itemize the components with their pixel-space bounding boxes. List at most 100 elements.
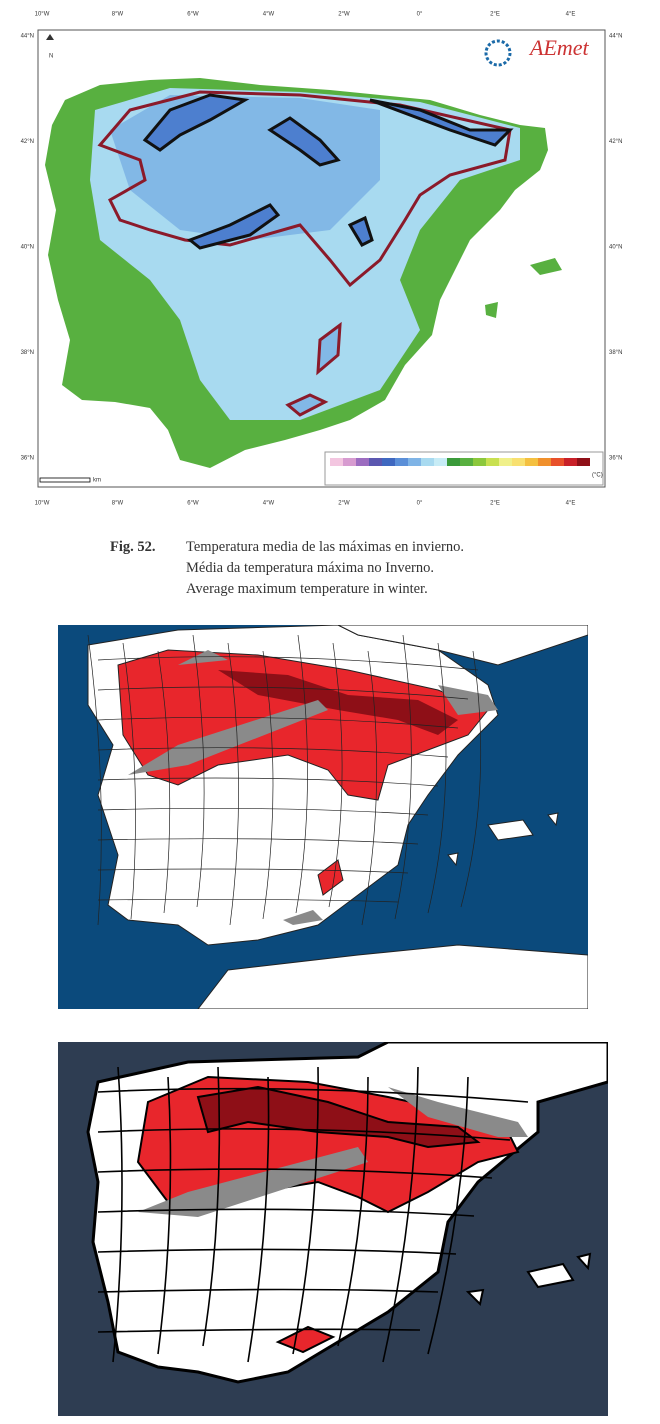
border [97, 1208, 475, 1217]
grey-zone [283, 910, 323, 925]
borders [97, 1066, 529, 1363]
logo: AEmet [528, 35, 590, 60]
legend-swatch [447, 458, 460, 466]
border [97, 777, 439, 787]
legend-swatch [460, 458, 473, 466]
islands [485, 258, 562, 318]
legend-swatch [512, 458, 525, 466]
lon-label: 0° [417, 12, 423, 18]
islands [465, 1252, 592, 1307]
caption-line: Average maximum temperature in winter. [186, 581, 428, 597]
border [122, 642, 136, 920]
legend-swatch [343, 458, 356, 466]
temperature-map: (°C) km N AEmet 10°W 10°W 8°W 8°W 6°W 6°W 4°W 4… [21, 12, 623, 507]
legend-swatch [551, 458, 564, 466]
legend-swatch [473, 458, 486, 466]
border [247, 1076, 270, 1363]
border [97, 868, 409, 874]
lon-label: 4°E [566, 501, 576, 507]
lat-label: 42°N [21, 139, 34, 145]
legend-swatch [408, 458, 421, 466]
legend-swatch [564, 458, 577, 466]
border [427, 642, 447, 914]
red-outline [285, 393, 329, 417]
black-outline [267, 116, 341, 167]
regional-map [58, 1042, 608, 1416]
border [97, 1328, 421, 1333]
legend-swatch [356, 458, 369, 466]
legend-swatch [538, 458, 551, 466]
border [427, 1076, 469, 1355]
black-outline [369, 98, 514, 147]
scale-unit: km [93, 478, 101, 484]
border [97, 1288, 439, 1293]
lon-label: 6°W [187, 12, 199, 18]
border [97, 1128, 511, 1141]
black-outline [142, 93, 250, 152]
lat-label: 36°N [609, 456, 622, 462]
border [328, 642, 343, 908]
municipal-map [58, 625, 588, 1009]
logo-icon [484, 39, 512, 67]
border [361, 650, 378, 926]
legend-swatch [499, 458, 512, 466]
border [112, 1066, 123, 1363]
red-outline [97, 90, 512, 288]
border [97, 838, 419, 845]
lon-label: 2°W [338, 501, 350, 507]
warmest-zone [218, 670, 458, 735]
border [262, 650, 274, 920]
legend-swatch [369, 458, 382, 466]
legend-swatch [577, 458, 590, 466]
legend-swatch [486, 458, 499, 466]
border [157, 1076, 172, 1355]
red-outline [316, 321, 342, 376]
lon-label: 8°W [112, 501, 124, 507]
border [227, 642, 239, 926]
border [97, 686, 469, 700]
legend-swatch [525, 458, 538, 466]
lon-label: 10°W [35, 501, 50, 507]
lon-label: 4°E [566, 12, 576, 18]
grey-zone [138, 1087, 528, 1217]
lon-label: 2°W [338, 12, 350, 18]
border [97, 1087, 529, 1103]
lon-label: 10°W [35, 12, 50, 18]
border [97, 898, 399, 903]
lon-label: 2°E [490, 12, 500, 18]
lat-label: 44°N [609, 34, 622, 40]
legend-swatch [421, 458, 434, 466]
scale-bar [39, 477, 91, 483]
legend [330, 458, 590, 466]
grey-zone [128, 700, 328, 775]
border [97, 1168, 493, 1179]
legend-box [324, 451, 604, 486]
lat-label: 36°N [21, 456, 34, 462]
border [97, 1248, 457, 1255]
lon-label: 0° [417, 501, 423, 507]
north-arrow: N [49, 54, 53, 60]
warm-zone [317, 859, 344, 896]
caption-line: Média da temperatura máxima no Inverno. [186, 560, 435, 576]
legend-swatch [434, 458, 447, 466]
border [97, 807, 429, 816]
lat-label: 40°N [21, 245, 34, 251]
lat-label: 38°N [609, 350, 622, 356]
lon-label: 8°W [112, 12, 124, 18]
borders [87, 634, 482, 926]
border [87, 634, 102, 926]
france [337, 625, 588, 666]
border [157, 650, 171, 914]
border [460, 650, 482, 908]
border [97, 716, 459, 729]
lon-label: 4°W [263, 12, 275, 18]
legend-swatch [395, 458, 408, 466]
lat-label: 44°N [21, 34, 34, 40]
caption-label: Fig. 52. [110, 539, 156, 555]
north-arrow-icon [46, 34, 54, 40]
lon-label: 2°E [490, 501, 500, 507]
lat-label: 38°N [21, 350, 34, 356]
black-outline [347, 215, 374, 247]
lon-label: 6°W [187, 501, 199, 507]
